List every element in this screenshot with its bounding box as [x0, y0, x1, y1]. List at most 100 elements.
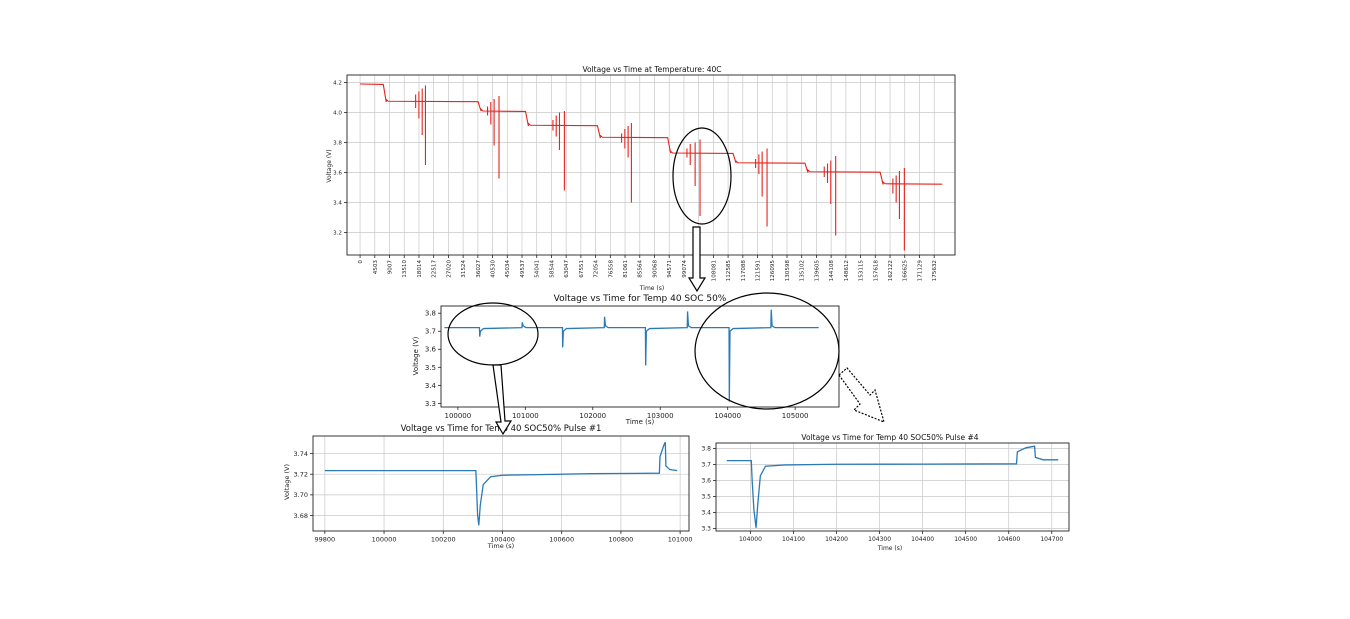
pulse4-xtick-label: 104500	[954, 536, 977, 543]
overview-xtick-label: 36027	[476, 260, 482, 278]
callout-annotations	[447, 127, 885, 436]
pulse4-ytick-label: 3.6	[701, 478, 711, 485]
pulse4-ytick-label: 3.4	[701, 510, 711, 517]
soc50-title: Voltage vs Time for Temp 40 SOC 50%	[554, 294, 727, 304]
pulse4-xtick-label: 104400	[911, 536, 934, 543]
overview-xtick-label: 126095	[770, 260, 776, 282]
pulse4-xtick-label: 104100	[782, 536, 805, 543]
soc50-ytick-label: 3.3	[425, 400, 436, 408]
overview-xtick-label: 171129	[917, 260, 923, 282]
soc50-xlabel: Time (s)	[625, 418, 655, 426]
pulse4-chart: Voltage vs Time for Temp 40 SOC50% Pulse…	[701, 433, 1070, 552]
pulse4-plot-frame	[715, 442, 1070, 532]
overview-plot-frame	[346, 74, 956, 256]
overview-xtick-label: 85564	[638, 260, 644, 278]
overview-ytick-label: 3.2	[333, 230, 342, 236]
overview-xtick-label: 157618	[873, 260, 879, 282]
overview-xtick-label: 63047	[564, 260, 570, 278]
soc50-xtick-label: 100000	[444, 412, 471, 420]
pulse4-ellipse	[694, 292, 840, 410]
overview-xtick-label: 9007	[387, 260, 393, 275]
pulse1-xtick-label: 99800	[314, 536, 335, 544]
pulse4-xtick-label: 104000	[739, 536, 762, 543]
down-arrow-to-pulse1	[492, 364, 513, 436]
overview-ytick-label: 4.0	[333, 110, 342, 116]
soc50-series-line	[444, 309, 819, 402]
overview-xtick-label: 27020	[446, 260, 452, 278]
overview-xtick-label: 18014	[417, 260, 423, 278]
overview-xtick-label: 76558	[608, 260, 614, 278]
pulse1-ytick-label: 3.70	[294, 491, 308, 499]
pulse1-ytick-label: 3.74	[294, 450, 308, 458]
overview-xtick-label: 144108	[829, 260, 835, 282]
pulse4-xtick-label: 104200	[825, 536, 848, 543]
overview-xtick-label: 139605	[814, 260, 820, 282]
overview-xtick-label: 94571	[667, 260, 673, 278]
pulse4-xtick-label: 104600	[997, 536, 1020, 543]
soc50-xtick-label: 104000	[714, 412, 741, 420]
pulse1-xlabel: Time (s)	[487, 542, 514, 550]
overview-xtick-label: 54041	[535, 260, 541, 278]
soc50-chart: Voltage vs Time for Temp 40 SOC 50% Volt…	[412, 294, 840, 426]
pulse1-xtick-label: 101000	[668, 536, 693, 544]
overview-xtick-label: 13510	[402, 260, 408, 278]
overview-chart: Voltage vs Time at Temperature: 40C Volt…	[326, 65, 956, 292]
soc50-xtick-label: 101000	[512, 412, 539, 420]
overview-pulse-ellipse	[672, 127, 732, 225]
overview-xtick-label: 175632	[932, 260, 938, 281]
overview-xtick-label: 4503	[373, 260, 379, 275]
overview-xtick-label: 0	[358, 260, 364, 264]
overview-xtick-label: 72054	[594, 260, 600, 278]
soc50-ytick-label: 3.8	[425, 310, 436, 318]
soc50-xtick-label: 103000	[647, 412, 674, 420]
overview-ytick-label: 3.8	[333, 140, 342, 146]
overview-xtick-label: 31524	[461, 260, 467, 278]
overview-xtick-label: 58544	[549, 260, 555, 278]
overview-xtick-label: 130598	[785, 260, 791, 282]
overview-ytick-label: 3.4	[333, 200, 342, 206]
overview-xtick-label: 166625	[903, 260, 909, 282]
pulse4-xlabel: Time (s)	[877, 545, 902, 552]
overview-xtick-label: 40530	[491, 260, 497, 278]
overview-xtick-label: 148612	[844, 260, 850, 281]
soc50-xtick-label: 105000	[782, 412, 809, 420]
soc50-xtick-label: 102000	[579, 412, 606, 420]
overview-xtick-label: 117088	[741, 260, 747, 282]
pulse4-ytick-label: 3.7	[701, 462, 711, 469]
overview-xtick-label: 81061	[623, 260, 629, 278]
pulse1-xtick-label: 100800	[608, 536, 633, 544]
pulse1-xtick-label: 100600	[549, 536, 574, 544]
pulse1-series-line	[324, 441, 678, 526]
pulse1-ytick-label: 3.72	[294, 470, 308, 478]
overview-xtick-label: 162122	[888, 260, 894, 281]
pulse4-ytick-label: 3.5	[701, 494, 711, 501]
overview-xtick-label: 67551	[579, 260, 585, 278]
pulse1-ellipse	[447, 302, 539, 366]
overview-ytick-label: 4.2	[333, 80, 342, 86]
overview-ytick-label: 3.6	[333, 170, 342, 176]
pulse1-xtick-label: 100000	[372, 536, 397, 544]
pulse1-xtick-label: 100400	[490, 536, 515, 544]
pulse4-series-line	[726, 445, 1059, 528]
pulse1-ytick-label: 3.68	[294, 512, 308, 520]
soc50-ytick-label: 3.4	[425, 382, 437, 390]
overview-xtick-label: 153115	[859, 260, 865, 282]
overview-title: Voltage vs Time at Temperature: 40C	[582, 65, 721, 74]
overview-xlabel: Time (s)	[639, 285, 664, 292]
diagonal-arrow-to-pulse4	[838, 367, 885, 424]
pulse1-plot-frame	[312, 435, 690, 532]
overview-xtick-label: 49537	[520, 260, 526, 278]
overview-ylabel: Voltage (V)	[326, 149, 333, 182]
overview-xtick-label: 135102	[800, 260, 806, 281]
soc50-ylabel: Voltage (V)	[412, 336, 420, 375]
pulse4-xtick-label: 104300	[868, 536, 891, 543]
overview-xtick-label: 45034	[505, 260, 511, 278]
overview-xtick-label: 112585	[726, 260, 732, 282]
pulse4-xtick-label: 104700	[1040, 536, 1063, 543]
overview-xtick-label: 22517	[432, 260, 438, 278]
overview-xtick-label: 121591	[755, 260, 761, 282]
soc50-ytick-label: 3.5	[425, 364, 436, 372]
pulse4-ytick-label: 3.3	[701, 526, 711, 533]
soc50-ytick-label: 3.7	[425, 328, 436, 336]
